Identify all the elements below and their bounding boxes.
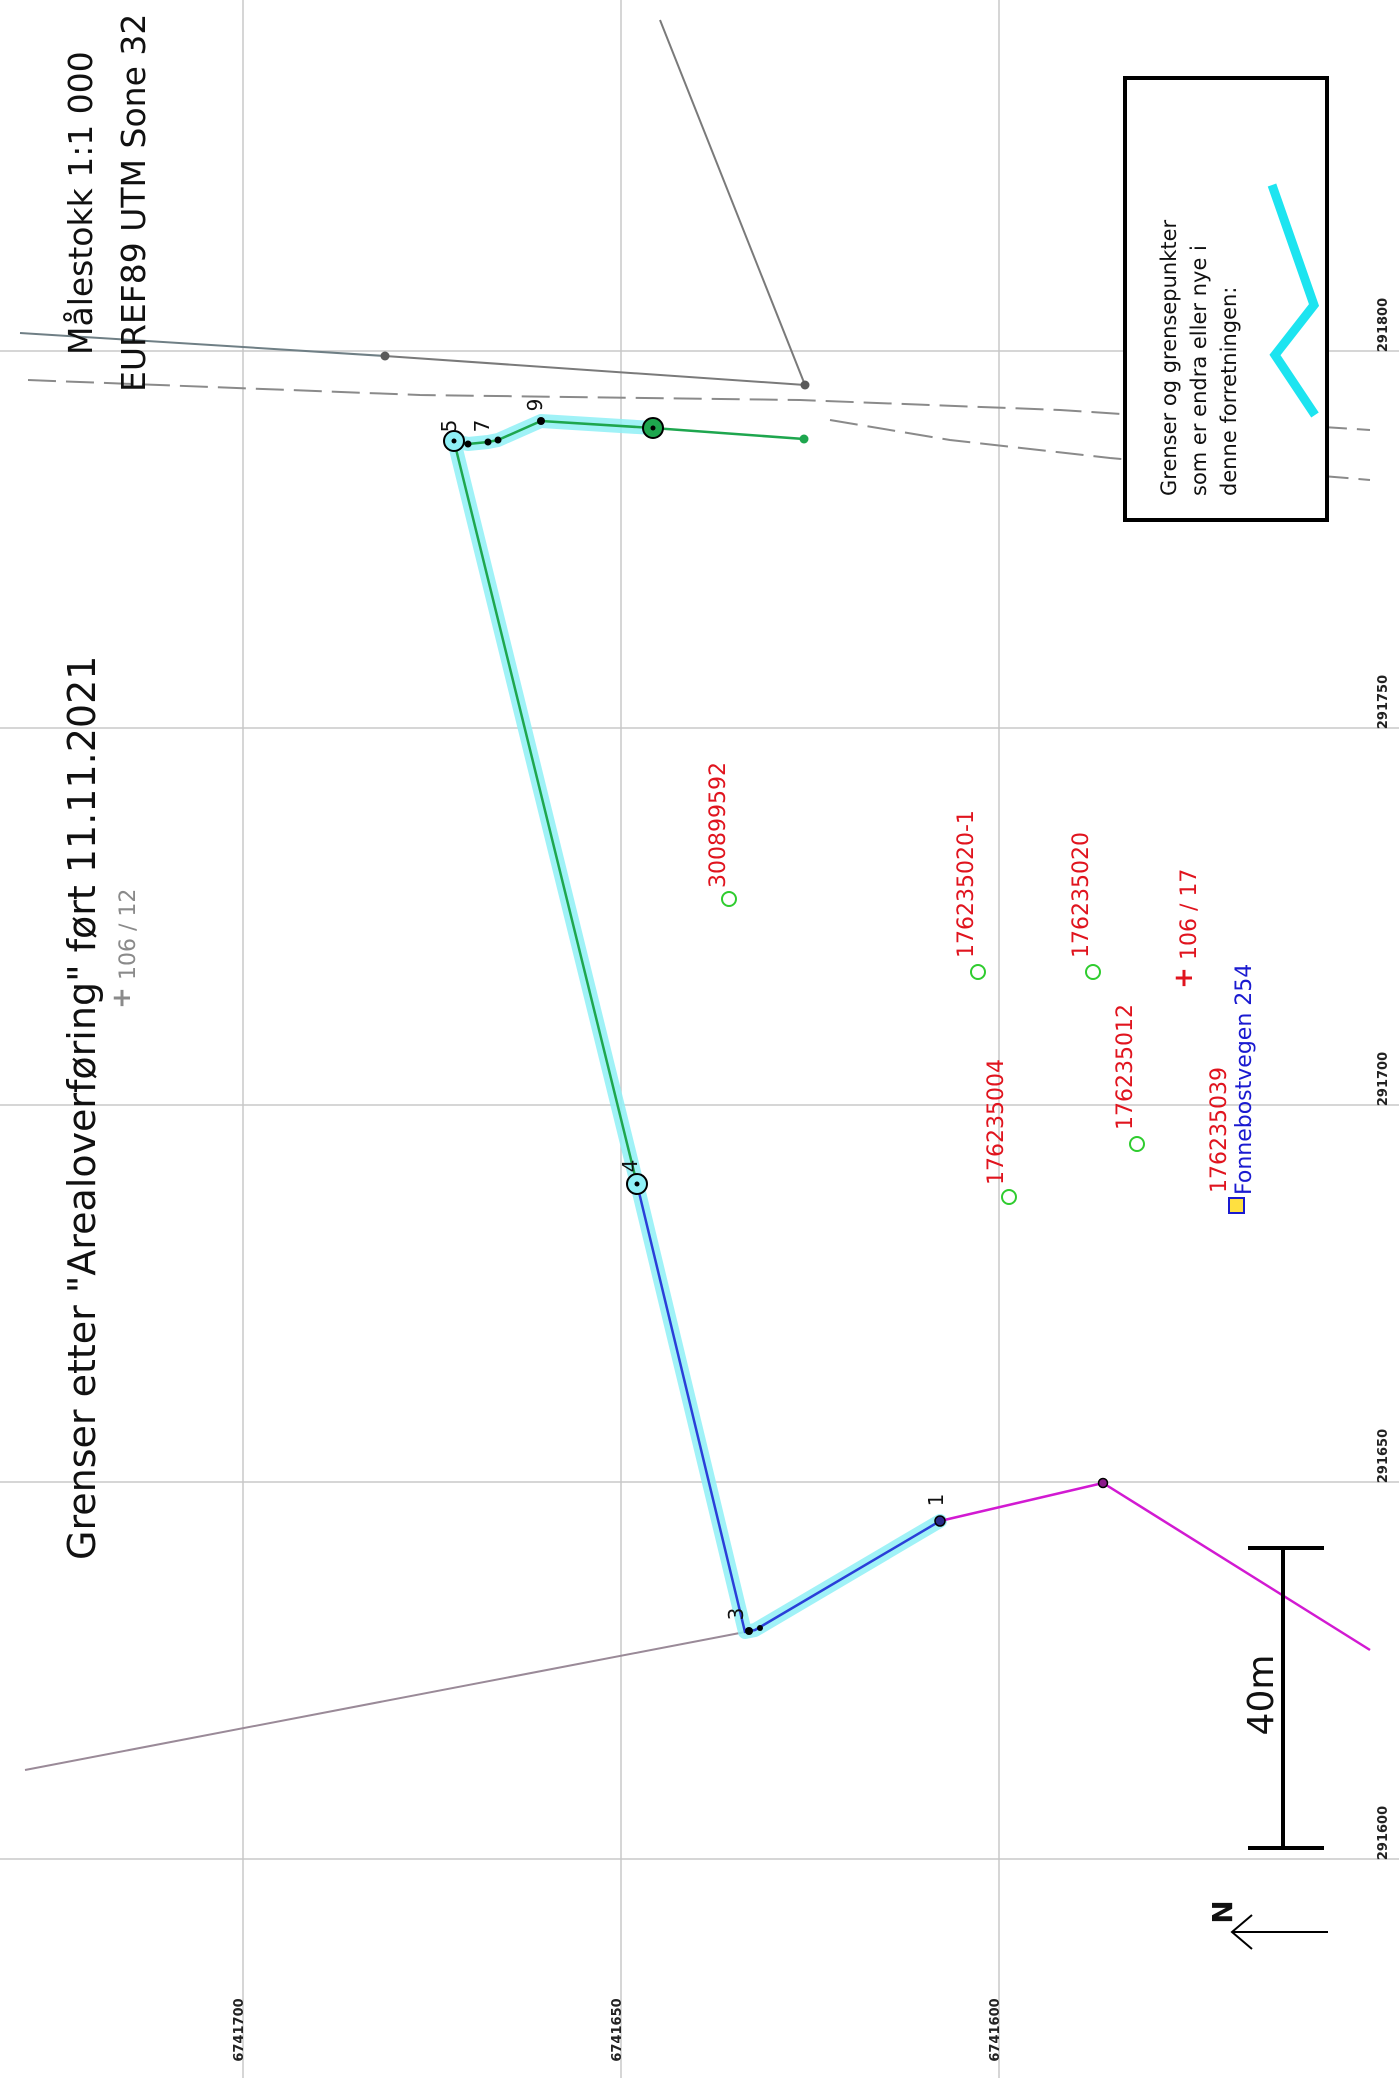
north-arrow (1230, 1914, 1328, 1950)
building-label: 176235020 (1069, 832, 1094, 958)
grid-label: 291750 (1376, 675, 1391, 729)
gray-boundary-line (19, 332, 386, 357)
grid-label: 291800 (1376, 298, 1391, 352)
address-icon (1228, 1197, 1245, 1214)
boundary-point-1 (934, 1515, 946, 1527)
boundary-point-center (650, 425, 656, 431)
parcel-plus-icon: + (1169, 967, 1199, 989)
legend-text-line3: denne forretningen: (1217, 287, 1241, 496)
grid-x-labels: 291800 291750 291700 291650 291600 (1376, 298, 1391, 1860)
grid-label: 6741700 (232, 1998, 247, 2061)
boundary-point-3 (745, 1627, 753, 1635)
boundary-point-7 (484, 438, 492, 446)
boundary-point (464, 440, 472, 448)
blue-boundary-line (635, 1183, 941, 1634)
point-label-4: 4 (618, 1160, 642, 1173)
gray-boundary-line (659, 19, 806, 386)
grid-label: 6741650 (610, 1998, 625, 2061)
dashed-line (27, 379, 1371, 431)
grid-label: 6741600 (988, 1998, 1003, 2061)
point-labels: 1 3 4 5 7 9 (437, 399, 948, 1621)
boundary-point-4-center (634, 1181, 640, 1187)
legend-boundary-symbol (1267, 183, 1320, 418)
building-label: 176235020-1 (954, 810, 979, 958)
datum-text: EUREF89 UTM Sone 32 (114, 14, 153, 392)
address-marker: Fonnebostvegen 254 (1228, 964, 1257, 1214)
point-label-5: 5 (437, 420, 461, 433)
building-label: 300899592 (706, 762, 731, 888)
parcel-plus-icon: + (107, 987, 137, 1009)
point-label-3: 3 (724, 1608, 748, 1621)
building-points (721, 891, 1145, 1205)
boundary-point (800, 380, 810, 390)
building-label: 176235004 (984, 1059, 1009, 1185)
boundary-point-9 (537, 417, 545, 425)
magenta-boundary-line (939, 1481, 1371, 1652)
boundary-point (494, 436, 502, 444)
legend: Grenser og grensepunkter som er endra el… (1123, 76, 1329, 522)
boundary-point (1097, 1477, 1109, 1489)
building-point (721, 891, 737, 907)
dashed-line (829, 419, 1371, 481)
building-labels: 300899592 176235020-1 176235020 17623500… (706, 762, 1232, 1193)
green-boundary-line (452, 419, 805, 1185)
scale-bar-label: 40m (1241, 1655, 1282, 1736)
grid-label: 291650 (1376, 1429, 1391, 1483)
parcel-markers: + 106 / 12 + 106 / 17 (107, 869, 1202, 1009)
building-label: 176235012 (1113, 1004, 1138, 1130)
building-label: 176235039 (1207, 1067, 1232, 1193)
gray-boundaries (19, 19, 806, 1771)
grid-label: 291700 (1376, 1052, 1391, 1106)
boundary-point (799, 434, 809, 444)
parcel-label-red: 106 / 17 (1177, 869, 1202, 960)
grid-label: 291600 (1376, 1806, 1391, 1860)
map-title: Grenser etter "Arealoverføring" ført 11.… (60, 656, 104, 1560)
boundary-point (757, 1625, 763, 1631)
point-label-9: 9 (523, 399, 547, 412)
point-label-7: 7 (470, 420, 494, 433)
boundary-point (380, 351, 390, 361)
legend-box (1123, 76, 1329, 522)
highlight-path (447, 414, 947, 1639)
scale-bar (1248, 1546, 1324, 1850)
boundary-point-5-center (451, 438, 457, 444)
north-arrow-head (1230, 1914, 1253, 1950)
dashed-lines (27, 379, 1371, 481)
scale-text: Målestokk 1:1 000 (61, 51, 100, 355)
building-point (1001, 1189, 1017, 1205)
north-label: N (1206, 1900, 1239, 1923)
building-point (970, 964, 986, 980)
building-point (1129, 1136, 1145, 1152)
gray-boundary-line (384, 355, 806, 386)
changed-boundary-highlight (447, 414, 947, 1639)
grid-y-labels: 6741700 6741650 6741600 (232, 1998, 1003, 2061)
address-label: Fonnebostvegen 254 (1232, 964, 1257, 1195)
legend-text-line2: som er endra eller nye i (1187, 245, 1211, 496)
point-label-1: 1 (924, 1494, 948, 1507)
legend-text-line1: Grenser og grensepunkter (1157, 219, 1181, 496)
building-point (1085, 964, 1101, 980)
boundary-points (380, 351, 1109, 1635)
parcel-label-gray: 106 / 12 (116, 889, 141, 980)
mauve-boundary-line (24, 1631, 746, 1771)
